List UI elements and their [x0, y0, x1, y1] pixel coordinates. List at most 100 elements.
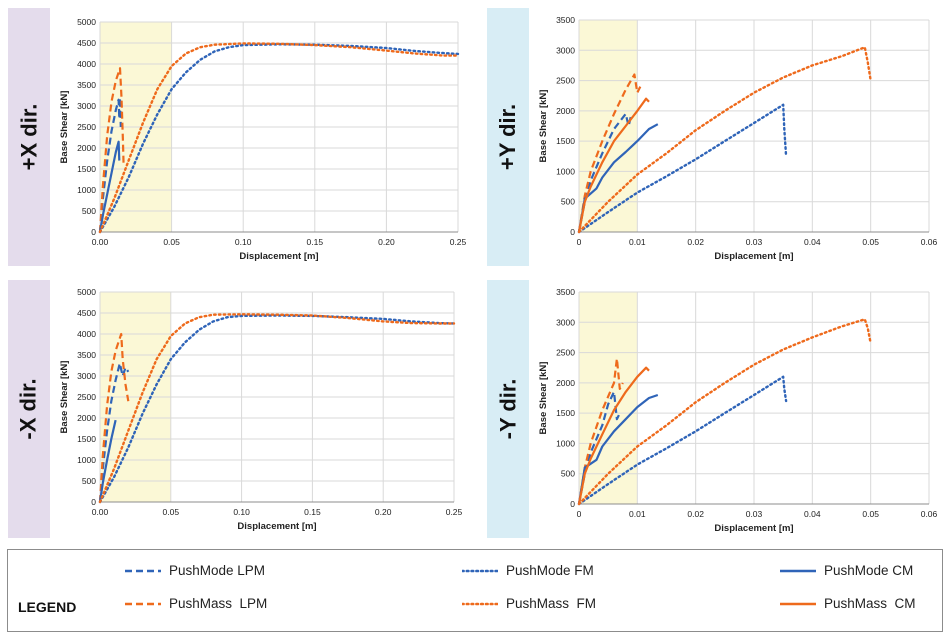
x-tick-label: 0.04 — [804, 509, 821, 519]
x-tick-label: 0.06 — [921, 509, 938, 519]
y-tick-label: 1500 — [556, 136, 575, 146]
legend-item-pushmass-cm: PushMass CM — [780, 596, 916, 611]
x-tick-label: 0.02 — [687, 509, 704, 519]
y-tick-label: 500 — [82, 476, 96, 486]
x-tick-label: 0.06 — [921, 237, 938, 247]
chart-minus-x: 0.00 0.05 0.10 0.15 0.20 0.25 0 500 1000 1500 2000… — [59, 287, 463, 532]
series-line-pushmode-fm — [577, 103, 788, 234]
legend: LEGEND PushMode LPM PushMode FM PushMode… — [7, 549, 943, 632]
y-tick-label: 1500 — [77, 164, 96, 174]
y-tick-label: 500 — [82, 206, 96, 216]
y-tick-label: 1500 — [556, 408, 575, 418]
legend-swatch — [125, 569, 161, 572]
y-tick-label: 500 — [561, 197, 575, 207]
series-line-pushmode-cm — [577, 123, 659, 233]
y-tick-label: 2500 — [77, 392, 96, 402]
y-tick-label: 2000 — [77, 413, 96, 423]
chart-plus-x: 0.00 0.05 0.10 0.15 0.20 0.25 0 500 1000 1500 2000… — [59, 17, 467, 262]
legend-label: PushMass CM — [824, 596, 916, 611]
y-tick-label: 3500 — [556, 15, 575, 25]
x-tick-label: 0.05 — [862, 237, 879, 247]
x-tick-label: 0.20 — [378, 237, 395, 247]
y-tick-label: 3000 — [77, 101, 96, 111]
series-line-pushmode-fm — [98, 314, 456, 504]
series-line-pushmass-lpm — [98, 67, 125, 233]
series-line-pushmass-lpm — [98, 332, 130, 503]
x-tick-label: 0.25 — [446, 507, 463, 517]
series-line-pushmode-lpm — [98, 96, 122, 233]
y-tick-label: 1000 — [77, 185, 96, 195]
x-tick-label: 0.04 — [804, 237, 821, 247]
x-tick-label: 0.03 — [746, 237, 763, 247]
legend-title: LEGEND — [18, 599, 77, 615]
series-line-pushmode-fm — [98, 43, 460, 234]
x-axis-label: Displacement [m] — [714, 523, 793, 534]
x-axis-label: Displacement [m] — [239, 251, 318, 262]
legend-swatch — [462, 602, 498, 605]
series-line-pushmass-lpm — [577, 357, 624, 505]
legend-swatch — [462, 569, 498, 572]
y-tick-label: 2500 — [556, 348, 575, 358]
x-tick-label: 0.15 — [307, 237, 324, 247]
y-tick-label: 500 — [561, 469, 575, 479]
series-line-pushmass-lpm — [577, 73, 642, 233]
x-tick-label: 0.00 — [92, 237, 109, 247]
series-line-pushmode-fm — [577, 375, 788, 506]
legend-item-pushmass-fm: PushMass FM — [462, 596, 596, 611]
x-tick-label: 0 — [577, 237, 582, 247]
y-tick-label: 3000 — [77, 371, 96, 381]
y-tick-label: 2000 — [556, 378, 575, 388]
y-tick-label: 0 — [91, 227, 96, 237]
series-line-pushmode-lpm — [98, 362, 130, 503]
x-axis-label: Displacement [m] — [237, 521, 316, 532]
legend-item-pushmode-lpm: PushMode LPM — [125, 563, 265, 578]
panel-label-minus-y: -Y dir. — [487, 280, 529, 538]
y-tick-label: 0 — [570, 499, 575, 509]
series-line-pushmass-fm — [98, 313, 456, 504]
y-tick-label: 3500 — [77, 350, 96, 360]
x-tick-label: 0.15 — [304, 507, 321, 517]
y-tick-label: 2500 — [556, 76, 575, 86]
y-tick-label: 1500 — [77, 434, 96, 444]
series-line-pushmass-fm — [98, 42, 460, 234]
y-tick-label: 4500 — [77, 38, 96, 48]
y-tick-label: 1000 — [77, 455, 96, 465]
y-axis-label: Base Shear [kN] — [538, 362, 549, 435]
series-line-pushmass-fm — [577, 318, 872, 506]
panel-label-plus-x: +X dir. — [8, 8, 50, 266]
legend-item-pushmode-fm: PushMode FM — [462, 563, 594, 578]
y-tick-label: 3500 — [556, 287, 575, 297]
panel-label-minus-x: -X dir. — [8, 280, 50, 538]
y-tick-label: 1000 — [556, 166, 575, 176]
panel-label-plus-y: +Y dir. — [487, 8, 529, 266]
chart-minus-y: 0 0.01 0.02 0.03 0.04 0.05 0.06 0 500 1000 1500 200… — [538, 287, 938, 534]
x-tick-label: 0.10 — [233, 507, 250, 517]
x-tick-label: 0.03 — [746, 509, 763, 519]
legend-label: PushMode CM — [824, 563, 914, 578]
y-tick-label: 2000 — [556, 106, 575, 116]
legend-label: PushMass FM — [506, 596, 597, 611]
y-axis-label: Base Shear [kN] — [59, 361, 70, 434]
y-tick-label: 5000 — [77, 17, 96, 27]
y-tick-label: 2500 — [77, 122, 96, 132]
x-tick-label: 0.01 — [629, 237, 646, 247]
x-tick-label: 0.01 — [629, 509, 646, 519]
y-axis-label: Base Shear [kN] — [538, 90, 549, 163]
x-tick-label: 0.05 — [163, 507, 180, 517]
y-tick-label: 3000 — [556, 317, 575, 327]
legend-swatch — [780, 602, 816, 605]
y-tick-label: 4000 — [77, 329, 96, 339]
legend-swatch — [125, 602, 161, 605]
legend-item-pushmass-lpm: PushMass LPM — [125, 596, 267, 611]
y-tick-label: 3500 — [77, 80, 96, 90]
x-tick-label: 0.05 — [862, 509, 879, 519]
series-line-pushmass-cm — [577, 366, 650, 505]
legend-swatch — [780, 569, 816, 572]
x-tick-label: 0 — [577, 509, 582, 519]
series-line-pushmode-cm — [98, 140, 121, 233]
series-line-pushmode-cm — [98, 419, 117, 503]
y-tick-label: 0 — [91, 497, 96, 507]
x-tick-label: 0.02 — [687, 237, 704, 247]
x-tick-label: 0.00 — [92, 507, 109, 517]
legend-label: PushMode FM — [506, 563, 594, 578]
